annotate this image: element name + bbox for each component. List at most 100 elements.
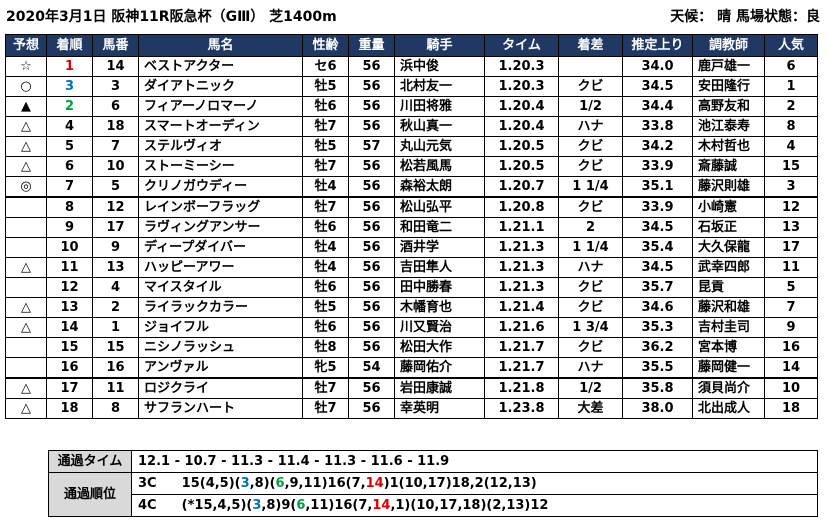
margin: クビ bbox=[558, 136, 623, 157]
prediction-mark: △ bbox=[5, 398, 47, 419]
popularity: 10 bbox=[764, 377, 818, 399]
horse-name: ラヴィングアンサー bbox=[138, 217, 303, 238]
jockey-name: 木幡育也 bbox=[394, 297, 485, 318]
popularity: 14 bbox=[764, 357, 818, 379]
popularity: 8 bbox=[764, 116, 818, 137]
col-trainer: 調教師 bbox=[692, 34, 765, 57]
finish-time: 1.20.3 bbox=[484, 56, 559, 77]
col-time: タイム bbox=[484, 34, 559, 57]
horse-number: 16 bbox=[92, 357, 139, 379]
table-row: ◎ 7 5 クリノガウディー 牡4 56 森裕太朗 1.20.7 1 1/4 35.1 藤沢則雄 3 bbox=[5, 176, 818, 198]
carried-weight: 56 bbox=[348, 56, 395, 77]
sex-age: 牡6 bbox=[302, 317, 349, 338]
horse-name: サフランハート bbox=[138, 398, 303, 419]
corner4-order: 4C (*15,4,5)(3,8)9(6,11)16(7,14,1)(10,17… bbox=[131, 494, 818, 517]
trainer-name: 池江泰寿 bbox=[692, 116, 765, 137]
margin: ハナ bbox=[558, 257, 623, 278]
margin: クビ bbox=[558, 337, 623, 358]
margin: 1 1/4 bbox=[558, 176, 623, 198]
jockey-name: 川又賢治 bbox=[394, 317, 485, 338]
horse-number: 12 bbox=[92, 196, 139, 218]
last-3f-time: 35.5 bbox=[622, 357, 693, 379]
passing-table: 通過タイム 12.1 - 10.7 - 11.3 - 11.4 - 11.3 -… bbox=[48, 450, 818, 517]
last-3f-time: 36.2 bbox=[622, 337, 693, 358]
prediction-mark bbox=[5, 277, 47, 298]
finish-rank: 10 bbox=[46, 237, 93, 258]
corner3-seg: 15(4,5)( bbox=[181, 476, 241, 491]
prediction-mark: △ bbox=[5, 377, 47, 399]
horse-number: 8 bbox=[92, 398, 139, 419]
horse-name: ストーミーシー bbox=[138, 156, 303, 177]
popularity: 11 bbox=[764, 257, 818, 278]
horse-number: 13 bbox=[92, 257, 139, 278]
corner4-seg: ,11)16(7, bbox=[305, 498, 373, 513]
corner3-seg: 3 bbox=[240, 476, 250, 491]
finish-time: 1.20.4 bbox=[484, 116, 559, 137]
finish-rank: 6 bbox=[46, 156, 93, 177]
col-horse-name: 馬名 bbox=[138, 34, 303, 57]
sex-age: 牡7 bbox=[302, 116, 349, 137]
corner3-seg: ,8)( bbox=[249, 476, 276, 491]
table-row: △ 4 18 スマートオーディン 牡7 56 秋山真一 1.20.4 ハナ 33.8 池江泰寿 8 bbox=[5, 116, 818, 137]
horse-name: フィアーノロマーノ bbox=[138, 96, 303, 117]
carried-weight: 56 bbox=[348, 337, 395, 358]
margin: 1 1/4 bbox=[558, 237, 623, 258]
last-3f-time: 33.9 bbox=[622, 196, 693, 218]
carried-weight: 56 bbox=[348, 217, 395, 238]
carried-weight: 56 bbox=[348, 257, 395, 278]
last-3f-time: 35.3 bbox=[622, 317, 693, 338]
last-3f-time: 35.8 bbox=[622, 377, 693, 399]
horse-number: 14 bbox=[92, 56, 139, 77]
last-3f-time: 35.4 bbox=[622, 237, 693, 258]
passing-order-label: 通過順位 bbox=[48, 472, 132, 517]
trainer-name: 昆貢 bbox=[692, 277, 765, 298]
horse-name: ハッピーアワー bbox=[138, 257, 303, 278]
corner4-seg: 3 bbox=[252, 498, 262, 513]
horse-number: 3 bbox=[92, 76, 139, 97]
jockey-name: 松若風馬 bbox=[394, 156, 485, 177]
carried-weight: 56 bbox=[348, 76, 395, 97]
margin: 大差 bbox=[558, 398, 623, 419]
corner4-seg: ,1)(10,17,18)(2,13)12 bbox=[390, 498, 549, 513]
last-3f-time: 34.0 bbox=[622, 56, 693, 77]
finish-time: 1.21.8 bbox=[484, 377, 559, 399]
trainer-name: 安田隆行 bbox=[692, 76, 765, 97]
jockey-name: 川田将雅 bbox=[394, 96, 485, 117]
results-table: 予想 着順 馬番 馬名 性齢 重量 騎手 タイム 着差 推定上り 調教師 人気 … bbox=[5, 34, 818, 419]
sex-age: 牡4 bbox=[302, 237, 349, 258]
margin bbox=[558, 56, 623, 77]
jockey-name: 松山弘平 bbox=[394, 196, 485, 218]
finish-rank: 7 bbox=[46, 176, 93, 198]
col-weight: 重量 bbox=[348, 34, 395, 57]
trainer-name: 高野友和 bbox=[692, 96, 765, 117]
finish-time: 1.21.7 bbox=[484, 357, 559, 379]
horse-name: アンヴァル bbox=[138, 357, 303, 379]
popularity: 6 bbox=[764, 56, 818, 77]
carried-weight: 56 bbox=[348, 96, 395, 117]
prediction-mark: △ bbox=[5, 156, 47, 177]
jockey-name: 和田竜二 bbox=[394, 217, 485, 238]
horse-number: 5 bbox=[92, 176, 139, 198]
finish-rank: 1 bbox=[46, 56, 93, 77]
finish-rank: 11 bbox=[46, 257, 93, 278]
passing-times: 12.1 - 10.7 - 11.3 - 11.4 - 11.3 - 11.6 … bbox=[131, 450, 818, 473]
margin: ハナ bbox=[558, 116, 623, 137]
popularity: 7 bbox=[764, 297, 818, 318]
finish-rank: 9 bbox=[46, 217, 93, 238]
popularity: 12 bbox=[764, 196, 818, 218]
margin: クビ bbox=[558, 76, 623, 97]
trainer-name: 鹿戸雄一 bbox=[692, 56, 765, 77]
horse-number: 9 bbox=[92, 237, 139, 258]
finish-time: 1.20.3 bbox=[484, 76, 559, 97]
popularity: 3 bbox=[764, 176, 818, 198]
table-row: 8 12 レインボーフラッグ 牡7 56 松山弘平 1.20.8 クビ 33.9 小崎憲 12 bbox=[5, 196, 818, 218]
table-row: ○ 3 3 ダイアトニック 牡5 56 北村友一 1.20.3 クビ 34.5 安田隆行 1 bbox=[5, 76, 818, 97]
carried-weight: 56 bbox=[348, 196, 395, 218]
finish-rank: 4 bbox=[46, 116, 93, 137]
carried-weight: 56 bbox=[348, 377, 395, 399]
margin: 1/2 bbox=[558, 377, 623, 399]
table-row: 15 15 ニシノラッシュ 牡8 56 松田大作 1.21.7 クビ 36.2 宮本博 16 bbox=[5, 337, 818, 358]
jockey-name: 藤岡佑介 bbox=[394, 357, 485, 379]
last-3f-time: 34.5 bbox=[622, 217, 693, 238]
carried-weight: 56 bbox=[348, 277, 395, 298]
